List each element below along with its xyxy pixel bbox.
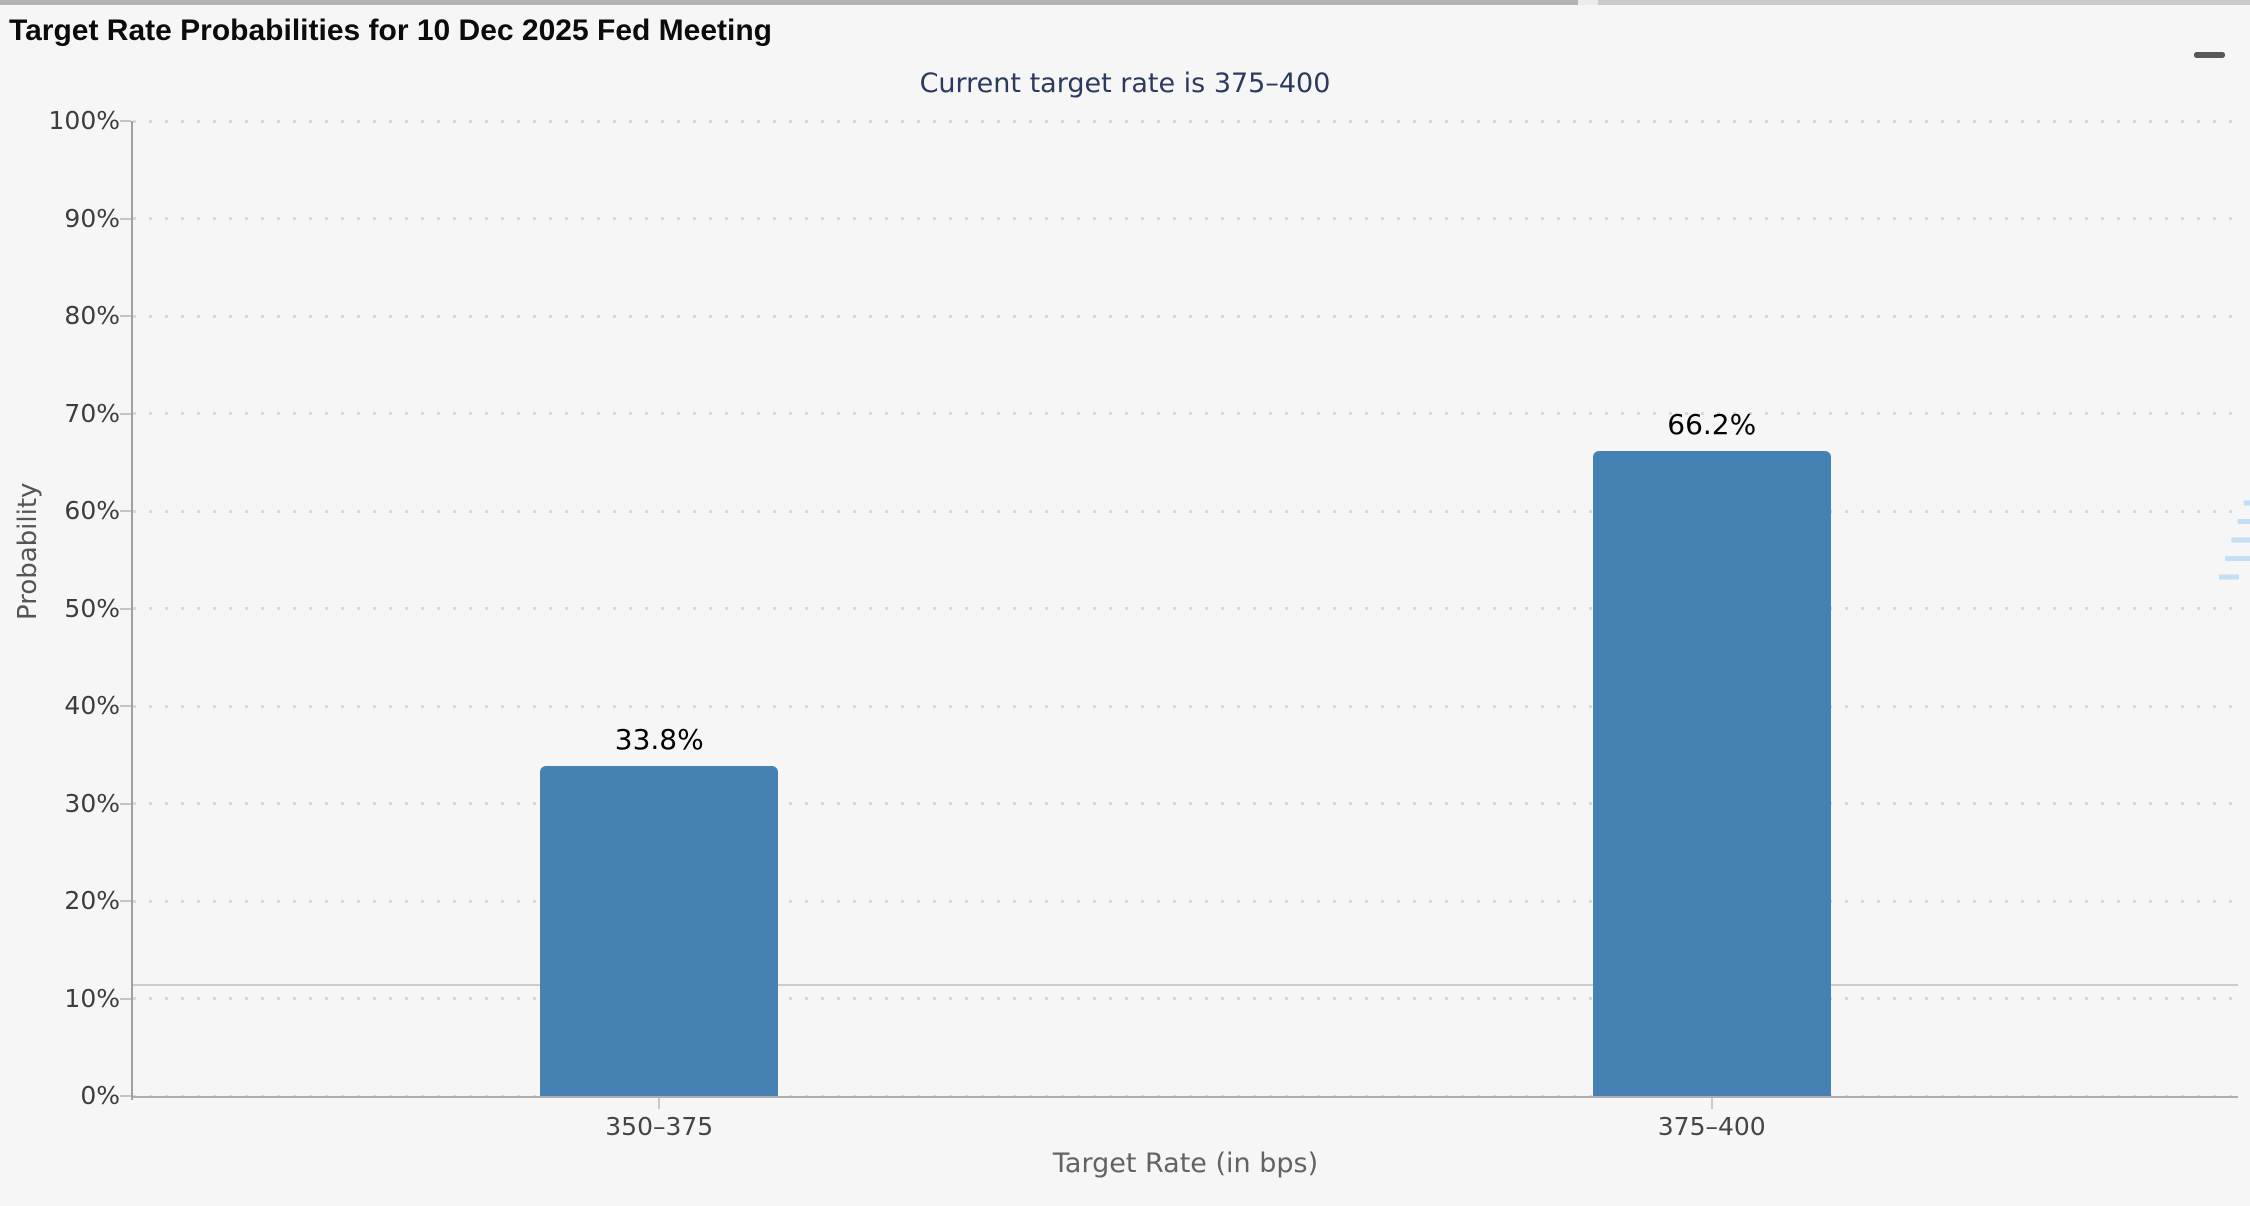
y-axis-tick <box>120 1095 131 1097</box>
gridline <box>133 119 2238 123</box>
y-axis-tick <box>120 412 131 415</box>
y-axis-tick-label: 40% <box>64 691 120 720</box>
y-axis-tick <box>120 900 131 902</box>
y-axis-tick <box>120 217 131 220</box>
y-axis-tick-label: 10% <box>64 983 120 1013</box>
y-axis-tick <box>120 802 131 805</box>
y-axis-tick <box>120 510 131 512</box>
y-axis-tick-label: 100% <box>48 106 120 135</box>
gridline <box>133 704 2238 708</box>
bar-375-400[interactable] <box>1592 450 1831 1096</box>
y-axis-tick <box>120 607 131 610</box>
gridline <box>133 899 2238 903</box>
bar-350-375[interactable] <box>540 766 779 1096</box>
scrollbar-segment <box>1598 0 2250 5</box>
y-axis-tick-label: 60% <box>64 496 120 525</box>
scrollbar-thumb[interactable] <box>0 0 1578 5</box>
chart-menu-button[interactable] <box>2194 30 2226 62</box>
bar-value-label: 66.2% <box>1667 407 1757 441</box>
y-axis-tick-label: 70% <box>64 398 120 428</box>
y-axis-tick-label: 0% <box>80 1081 120 1110</box>
gridline <box>133 217 2238 220</box>
bar-value-label: 33.8% <box>614 723 704 757</box>
gridline <box>133 314 2238 318</box>
x-axis-category-label: 350–375 <box>605 1112 714 1141</box>
y-axis-tick-label: 30% <box>64 788 120 818</box>
reference-line <box>133 983 2238 986</box>
chart-subtitle: Current target rate is 375–400 <box>919 68 1331 99</box>
gridline <box>133 802 2238 805</box>
page-title: Target Rate Probabilities for 10 Dec 202… <box>9 14 773 47</box>
gridline <box>133 997 2238 1000</box>
gridline <box>133 412 2238 415</box>
top-scrollbar[interactable] <box>0 0 2250 5</box>
x-axis-tick <box>658 1096 661 1109</box>
y-axis-tick-label: 50% <box>64 593 120 623</box>
y-axis-tick <box>120 705 131 707</box>
y-axis-tick-label: 90% <box>64 203 120 233</box>
gridline <box>133 607 2238 610</box>
plot-area: Q 0%10%20%30%40%50%60%70%80%90%100%33.8%… <box>49 107 2250 1141</box>
gridline <box>133 1094 2238 1098</box>
x-axis-title: Target Rate (in bps) <box>1052 1148 1319 1179</box>
x-axis-tick <box>1710 1096 1713 1109</box>
y-axis-tick <box>120 120 131 122</box>
y-axis-tick <box>120 315 131 317</box>
y-axis-tick-label: 80% <box>64 301 120 330</box>
y-axis-tick-label: 20% <box>64 886 120 915</box>
y-axis-tick <box>120 997 131 1000</box>
gridline <box>133 509 2238 513</box>
x-axis-category-label: 375–400 <box>1657 1112 1766 1141</box>
